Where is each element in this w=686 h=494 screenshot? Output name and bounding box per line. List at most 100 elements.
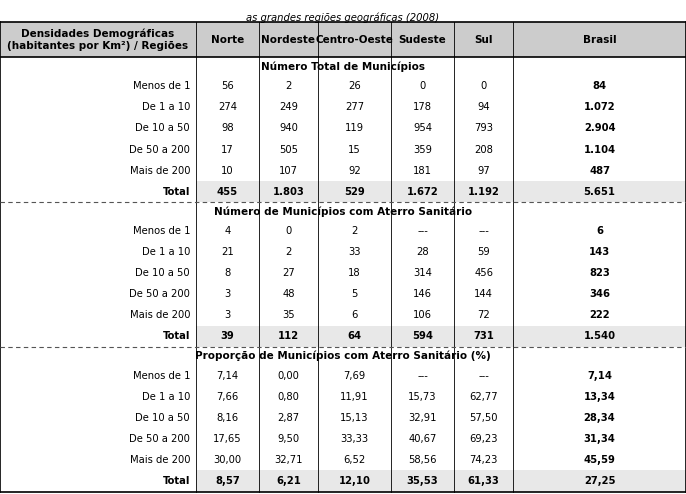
Text: 97: 97 (477, 165, 490, 175)
Text: 74,23: 74,23 (469, 455, 498, 465)
Text: 823: 823 (589, 268, 610, 278)
Text: 359: 359 (413, 145, 432, 155)
Text: 7,14: 7,14 (216, 370, 239, 381)
Bar (196, 326, 686, 347)
Text: 11,91: 11,91 (340, 392, 368, 402)
Text: Brasil: Brasil (582, 35, 617, 45)
Text: 94: 94 (477, 102, 490, 113)
Text: Densidades Demográficas
(habitantes por Km²) / Regiões: Densidades Demográficas (habitantes por … (7, 28, 189, 51)
Text: 106: 106 (413, 310, 432, 320)
Text: Total: Total (163, 331, 190, 341)
Text: 1.192: 1.192 (468, 187, 499, 197)
Text: 15,73: 15,73 (408, 392, 437, 402)
Text: De 50 a 200: De 50 a 200 (129, 434, 190, 444)
Text: Mais de 200: Mais de 200 (130, 310, 190, 320)
Text: 0,00: 0,00 (278, 370, 299, 381)
Text: 57,50: 57,50 (469, 413, 498, 423)
Text: Menos de 1: Menos de 1 (132, 370, 190, 381)
Text: 31,34: 31,34 (584, 434, 615, 444)
Text: 1.104: 1.104 (584, 145, 615, 155)
Text: 59: 59 (477, 247, 490, 257)
Text: De 1 a 10: De 1 a 10 (141, 392, 190, 402)
Text: 6,52: 6,52 (343, 455, 366, 465)
Text: ---: --- (478, 370, 489, 381)
Text: 143: 143 (589, 247, 610, 257)
Text: 98: 98 (221, 124, 234, 133)
Text: 1.072: 1.072 (584, 102, 615, 113)
Text: 144: 144 (474, 289, 493, 299)
Text: 7,14: 7,14 (587, 370, 612, 381)
Text: 487: 487 (589, 165, 610, 175)
Text: 39: 39 (220, 331, 235, 341)
Text: 1.672: 1.672 (407, 187, 438, 197)
Text: 28: 28 (416, 247, 429, 257)
Text: De 1 a 10: De 1 a 10 (141, 102, 190, 113)
Text: 112: 112 (278, 331, 299, 341)
Text: Proporção de Municípios com Aterro Sanitário (%): Proporção de Municípios com Aterro Sanit… (195, 351, 491, 361)
Text: 6,21: 6,21 (276, 476, 301, 486)
Text: Mais de 200: Mais de 200 (130, 165, 190, 175)
Text: De 50 a 200: De 50 a 200 (129, 289, 190, 299)
Text: Norte: Norte (211, 35, 244, 45)
Text: 35,53: 35,53 (407, 476, 438, 486)
Text: 940: 940 (279, 124, 298, 133)
Text: 27: 27 (282, 268, 295, 278)
Text: 45,59: 45,59 (584, 455, 615, 465)
Text: 15: 15 (348, 145, 361, 155)
Text: 7,66: 7,66 (216, 392, 239, 402)
Text: 13,34: 13,34 (584, 392, 615, 402)
Text: 4: 4 (224, 226, 230, 236)
Text: 456: 456 (474, 268, 493, 278)
Text: 21: 21 (221, 247, 234, 257)
Text: Menos de 1: Menos de 1 (132, 226, 190, 236)
Text: 455: 455 (217, 187, 238, 197)
Text: Centro-Oeste: Centro-Oeste (316, 35, 393, 45)
Text: Total: Total (163, 187, 190, 197)
Text: 731: 731 (473, 331, 494, 341)
Text: 178: 178 (413, 102, 432, 113)
Text: 72: 72 (477, 310, 490, 320)
Text: Sul: Sul (475, 35, 493, 45)
Text: 208: 208 (474, 145, 493, 155)
Text: 793: 793 (474, 124, 493, 133)
Text: ---: --- (478, 226, 489, 236)
Text: 10: 10 (221, 165, 234, 175)
Bar (196, 181, 686, 202)
Text: ---: --- (417, 226, 428, 236)
Text: 314: 314 (413, 268, 432, 278)
Text: 6: 6 (596, 226, 603, 236)
Text: 18: 18 (348, 268, 361, 278)
Text: De 10 a 50: De 10 a 50 (135, 268, 190, 278)
Text: Número Total de Municípios: Número Total de Municípios (261, 61, 425, 72)
Text: 954: 954 (413, 124, 432, 133)
Text: 1.540: 1.540 (584, 331, 615, 341)
Text: De 50 a 200: De 50 a 200 (129, 145, 190, 155)
Text: 2: 2 (351, 226, 357, 236)
Bar (0, 22, 686, 57)
Text: 249: 249 (279, 102, 298, 113)
Text: De 10 a 50: De 10 a 50 (135, 413, 190, 423)
Text: 61,33: 61,33 (468, 476, 499, 486)
Text: as grandes regiões geográficas (2008): as grandes regiões geográficas (2008) (246, 12, 440, 23)
Text: De 1 a 10: De 1 a 10 (141, 247, 190, 257)
Text: 5: 5 (351, 289, 357, 299)
Text: Número de Municípios com Aterro Sanitário: Número de Municípios com Aterro Sanitári… (214, 206, 472, 216)
Text: 8: 8 (224, 268, 230, 278)
Text: 9,50: 9,50 (277, 434, 300, 444)
Text: 2,87: 2,87 (277, 413, 300, 423)
Bar (196, 470, 686, 492)
Text: 48: 48 (282, 289, 295, 299)
Text: 58,56: 58,56 (408, 455, 437, 465)
Text: 6: 6 (351, 310, 357, 320)
Text: 32,91: 32,91 (408, 413, 437, 423)
Text: 146: 146 (413, 289, 432, 299)
Text: 0: 0 (480, 82, 487, 91)
Text: 5.651: 5.651 (584, 187, 615, 197)
Text: 346: 346 (589, 289, 610, 299)
Text: 28,34: 28,34 (584, 413, 615, 423)
Text: 35: 35 (282, 310, 295, 320)
Text: 84: 84 (593, 82, 606, 91)
Text: Nordeste: Nordeste (261, 35, 316, 45)
Text: 3: 3 (224, 310, 230, 320)
Text: 17: 17 (221, 145, 234, 155)
